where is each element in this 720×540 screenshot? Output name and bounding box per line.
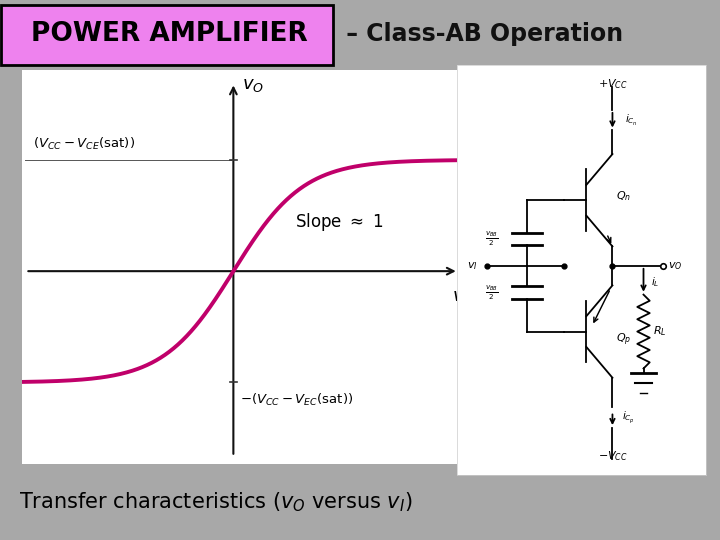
Text: Transfer characteristics ($v_O$ versus $v_I$): Transfer characteristics ($v_O$ versus $… (19, 490, 413, 514)
Text: $\frac{v_{BB}}{2}$: $\frac{v_{BB}}{2}$ (485, 284, 499, 302)
Text: $Q_n$: $Q_n$ (616, 189, 631, 203)
Text: – Class-AB Operation: – Class-AB Operation (338, 22, 624, 46)
FancyBboxPatch shape (1, 5, 333, 65)
Text: $v_O$: $v_O$ (668, 260, 683, 272)
Text: $+V_{CC}$: $+V_{CC}$ (598, 77, 627, 91)
Text: $i_{C_n}$: $i_{C_n}$ (625, 113, 638, 128)
Text: $v_I$: $v_I$ (451, 288, 468, 306)
Text: $v_I$: $v_I$ (467, 260, 478, 272)
Text: $v_O$: $v_O$ (242, 76, 264, 94)
Text: $-(V_{CC}-V_{EC}(\mathrm{sat}))$: $-(V_{CC}-V_{EC}(\mathrm{sat}))$ (240, 392, 354, 408)
Text: $R_L$: $R_L$ (654, 325, 667, 339)
Text: $i_L$: $i_L$ (651, 275, 660, 289)
Text: $\frac{v_{BB}}{2}$: $\frac{v_{BB}}{2}$ (485, 230, 499, 248)
Text: Slope $\approx$ 1: Slope $\approx$ 1 (295, 211, 383, 233)
Text: $Q_p$: $Q_p$ (616, 332, 631, 348)
Text: $i_{C_p}$: $i_{C_p}$ (622, 410, 635, 426)
Text: $-V_{CC}$: $-V_{CC}$ (598, 449, 627, 463)
Text: POWER AMPLIFIER: POWER AMPLIFIER (31, 21, 307, 46)
Text: $(V_{CC}-V_{CE}(\mathrm{sat}))$: $(V_{CC}-V_{CE}(\mathrm{sat}))$ (33, 136, 135, 152)
